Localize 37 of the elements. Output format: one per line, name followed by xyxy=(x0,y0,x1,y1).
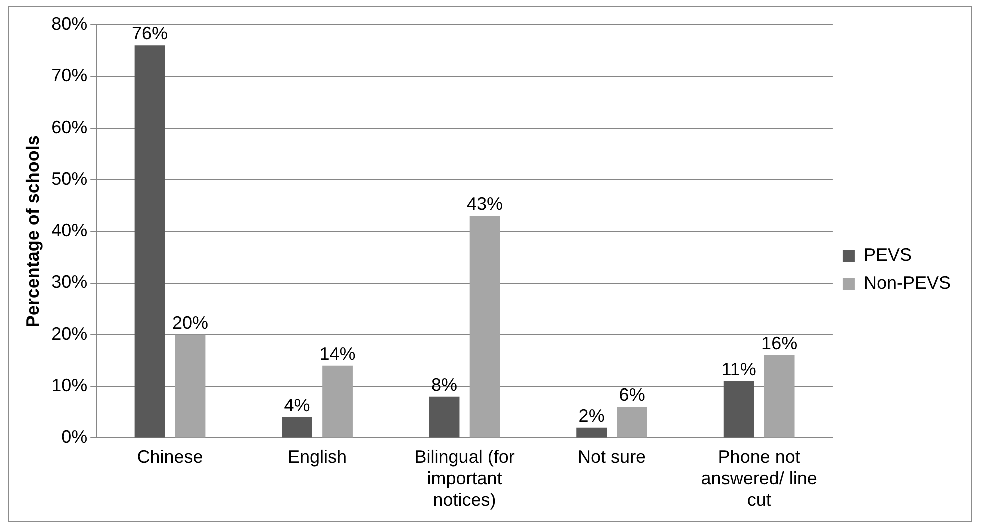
data-label: 43% xyxy=(467,194,504,214)
data-label: 20% xyxy=(172,312,209,333)
data-label: 8% xyxy=(432,374,458,395)
x-tick-label: Chinese xyxy=(137,446,204,467)
data-label: 2% xyxy=(578,406,605,426)
x-tick-label: Not sure xyxy=(578,446,646,467)
data-label: 6% xyxy=(619,385,646,406)
y-tick-label: 30% xyxy=(52,272,88,292)
bar xyxy=(282,418,312,438)
legend-label: Non-PEVS xyxy=(864,272,952,293)
bar xyxy=(764,356,795,438)
bar xyxy=(175,334,206,438)
x-tick-label: Phone not answered/ line cut xyxy=(701,446,818,510)
y-tick-label: 80% xyxy=(52,14,88,34)
data-label: 16% xyxy=(762,334,798,354)
bar xyxy=(322,366,353,438)
data-label: 11% xyxy=(722,359,756,380)
y-tick-label: 50% xyxy=(52,168,88,189)
bar xyxy=(134,46,166,438)
y-tick-label: 70% xyxy=(52,66,88,86)
y-tick-label: 20% xyxy=(52,324,88,344)
legend-label: PEVS xyxy=(864,244,912,265)
data-label: 4% xyxy=(284,396,310,416)
x-tick-label: Bilingual (for important notices) xyxy=(414,446,515,510)
bar xyxy=(617,407,648,438)
y-tick-label: 0% xyxy=(62,427,88,448)
x-tick-label: English xyxy=(288,446,348,467)
data-label: 76% xyxy=(132,24,168,44)
y-tick-label: 60% xyxy=(52,117,88,138)
y-tick-label: 10% xyxy=(52,376,88,396)
bar xyxy=(576,428,607,438)
bar xyxy=(429,396,460,438)
y-tick-label: 40% xyxy=(52,220,88,241)
bar xyxy=(724,381,754,438)
data-label: 14% xyxy=(320,344,356,364)
y-axis-title: Percentage of schools xyxy=(22,136,43,328)
bar xyxy=(470,216,500,438)
